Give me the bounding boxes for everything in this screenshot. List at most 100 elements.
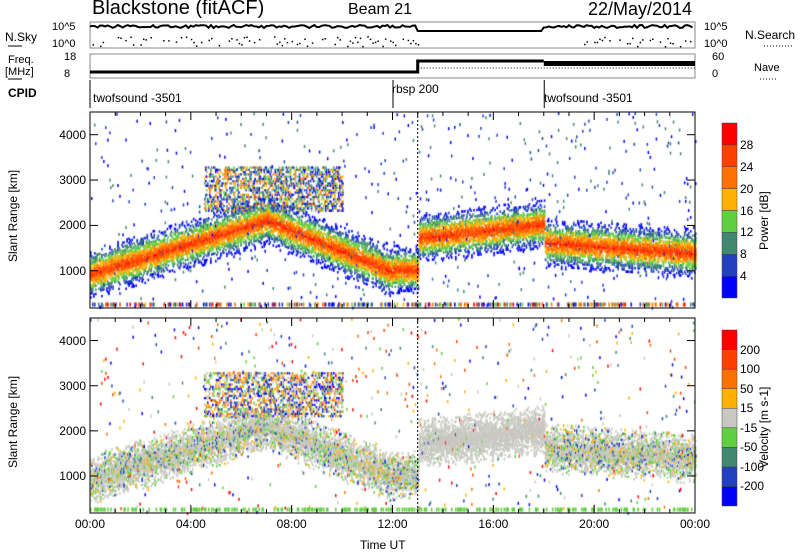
- nsearch-point: [672, 42, 674, 45]
- xtick-label: 16:00: [478, 517, 509, 531]
- nsearch-point: [120, 37, 122, 39]
- power-colorbar-tick: 20: [740, 181, 754, 196]
- nsearch-point: [299, 42, 301, 45]
- nsearch-point: [248, 40, 251, 42]
- nsearch-point: [407, 39, 410, 42]
- freq-panel-frame: [89, 53, 696, 79]
- nsearch-point: [276, 43, 279, 45]
- nsearch-point: [218, 44, 221, 47]
- nsearch-point: [286, 41, 289, 44]
- nsearch-point: [349, 40, 352, 43]
- cpid-label: CPID: [8, 86, 37, 100]
- nsearch-point: [619, 39, 621, 41]
- velocity-colorbar-swatch: [721, 329, 738, 350]
- nsearch-point: [190, 38, 193, 41]
- velocity-colorbar-swatch: [721, 447, 738, 468]
- nsearch-point: [168, 40, 170, 42]
- nsearch-point: [412, 40, 415, 42]
- nsearch-point: [291, 40, 294, 43]
- nsearch-point: [410, 42, 412, 45]
- noise-tick-high-right: 10^5: [704, 21, 728, 33]
- date-label: 22/May/2014: [588, 0, 693, 19]
- nsearch-point: [584, 43, 586, 46]
- nsearch-point: [92, 44, 95, 46]
- nsearch-point: [684, 40, 687, 42]
- nsearch-point: [664, 45, 667, 48]
- ytick-label: 4000: [59, 127, 86, 142]
- nsearch-point: [374, 41, 377, 44]
- freq-tick-8: 8: [64, 68, 71, 80]
- velocity-colorbar-swatch: [721, 486, 738, 507]
- nsearch-point: [679, 45, 682, 48]
- velocity-colorbar-tick: 50: [740, 381, 754, 396]
- nsearch-point: [231, 38, 233, 40]
- nsearch-point: [175, 41, 178, 43]
- power-colorbar-tick: 12: [740, 225, 754, 240]
- nsearch-point: [357, 41, 359, 44]
- nsearch-point: [253, 41, 256, 44]
- noise-tick-high: 10^5: [52, 21, 76, 33]
- nsearch-point: [130, 36, 132, 39]
- nsearch-point: [281, 44, 284, 47]
- power-colorbar-swatch: [721, 166, 738, 189]
- noise-panel-frame: [89, 21, 696, 49]
- nsearch-point: [626, 43, 629, 45]
- ytick-label: 3000: [59, 173, 86, 188]
- nsearch-point: [334, 43, 337, 46]
- velocity-colorbar-swatch: [721, 388, 738, 409]
- velocity-colorbar-swatch: [721, 427, 738, 448]
- nsearch-label: N.Search: [745, 28, 796, 42]
- nsearch-point: [180, 36, 183, 39]
- nsearch-point: [689, 40, 692, 43]
- nsearch-point: [642, 39, 644, 41]
- velocity-colorbar-swatch: [721, 466, 738, 487]
- nsearch-point: [238, 42, 241, 45]
- nsearch-point: [311, 42, 314, 44]
- nave-label: Nave: [754, 62, 780, 74]
- nsearch-point: [669, 42, 672, 44]
- cpid-segment-3: twofsound -3501: [544, 91, 633, 105]
- velocity-colorbar-tick: -100: [740, 459, 765, 474]
- velocity-colorbar-swatch: [721, 368, 738, 389]
- xtick-label: 12:00: [377, 517, 408, 531]
- nave-tick-60: 60: [712, 51, 725, 63]
- nsearch-point: [594, 41, 596, 44]
- nsearch-point: [337, 36, 339, 39]
- power-colorbar-swatch: [721, 254, 738, 277]
- nsearch-point: [609, 40, 611, 42]
- nsearch-point: [279, 41, 281, 44]
- cpid-segment-1: twofsound -3501: [93, 91, 182, 105]
- nsearch-point: [659, 41, 662, 43]
- power-colorbar-tick: 16: [740, 203, 754, 218]
- nsearch-point: [195, 45, 198, 47]
- velocity-colorbar-tick: 200: [740, 342, 761, 357]
- freq-line: [90, 59, 544, 74]
- nsearch-point: [601, 39, 604, 42]
- nsearch-point: [649, 39, 652, 42]
- noise-tick-low: 10^0: [52, 38, 76, 50]
- nsearch-point: [629, 42, 631, 45]
- nsearch-point: [241, 44, 243, 46]
- nsearch-point: [402, 38, 405, 40]
- nsky-label: N.Sky: [5, 30, 38, 44]
- nsearch-point: [667, 37, 669, 40]
- velocity-colorbar-tick: 15: [740, 401, 754, 416]
- power-colorbar-swatch: [721, 275, 738, 299]
- power-colorbar-swatch: [721, 232, 738, 255]
- nsearch-point: [102, 41, 105, 44]
- nsearch-point: [415, 42, 417, 45]
- nsearch-point: [296, 43, 299, 46]
- nsearch-point: [652, 38, 654, 41]
- nsearch-point: [395, 44, 397, 47]
- power-colorbar-swatch: [721, 210, 738, 233]
- xtick-label: 20:00: [579, 517, 610, 531]
- ytick-label: 1000: [59, 468, 86, 483]
- power-colorbar-tick: 24: [740, 159, 754, 174]
- nsearch-point: [145, 39, 147, 41]
- xtick-label: 04:00: [175, 517, 206, 531]
- nsearch-point: [417, 44, 420, 46]
- nsearch-point: [604, 36, 606, 39]
- nsearch-point: [347, 45, 349, 48]
- nsearch-point: [200, 41, 203, 44]
